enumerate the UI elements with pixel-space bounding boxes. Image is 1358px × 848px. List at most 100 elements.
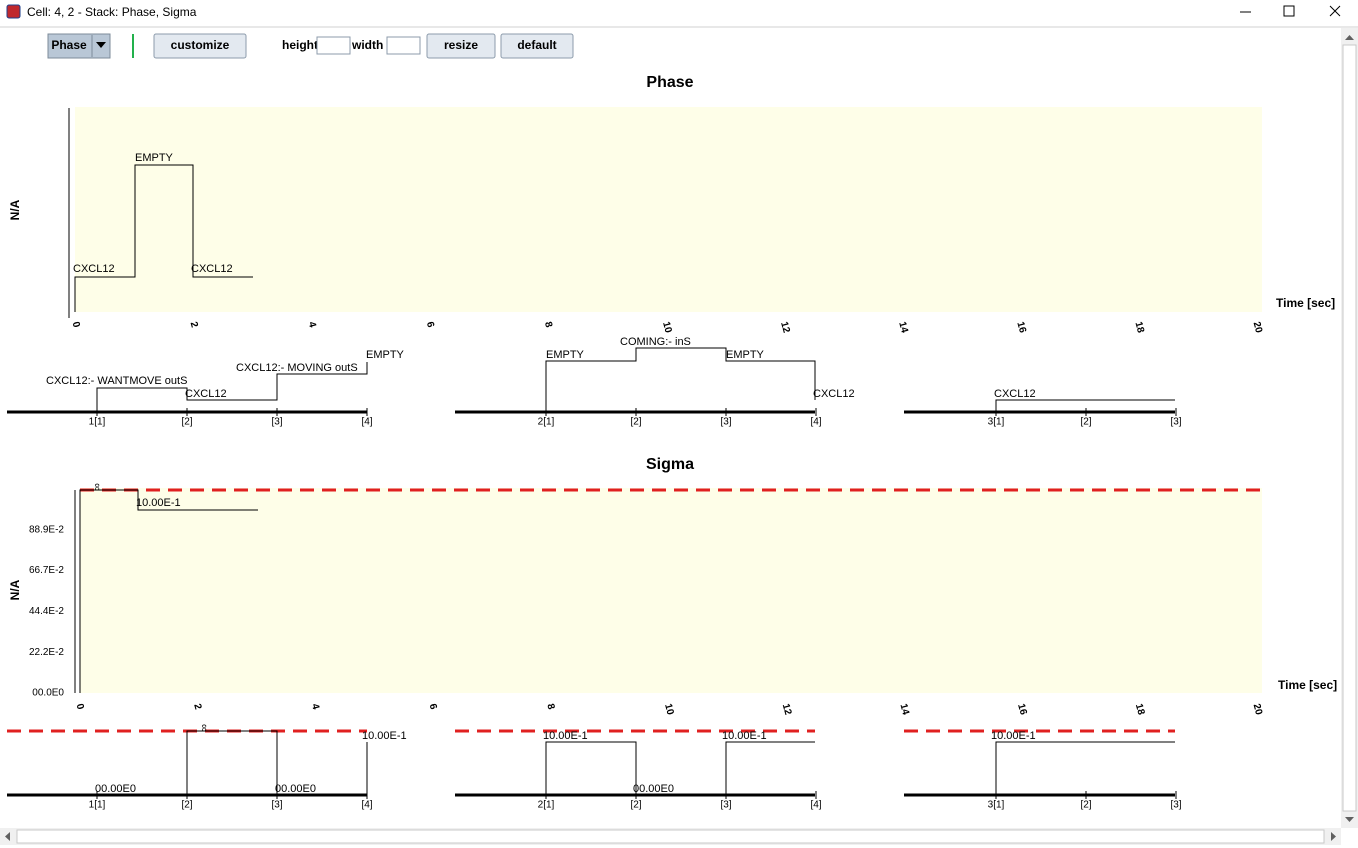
y-tick-label: 00.0E0	[32, 688, 64, 699]
strip-tick-label: [3]	[271, 800, 282, 811]
strip-label: CXCL12	[813, 388, 855, 400]
x-tick-label: 10	[662, 703, 676, 717]
strip-tick-label: 3[1]	[988, 800, 1005, 811]
strip-tick-label: [3]	[1170, 800, 1181, 811]
strip-label: 00.00E0	[275, 783, 316, 795]
plot-title: Phase	[646, 74, 693, 91]
x-tick-label: 16	[1014, 321, 1028, 335]
scroll-left[interactable]	[5, 832, 10, 841]
strip-tick-label: 2[1]	[538, 417, 555, 428]
horizontal-thumb[interactable]	[16, 829, 1325, 844]
x-tick-label: 14	[897, 703, 911, 717]
strip-label: EMPTY	[546, 349, 585, 361]
strip-label: ∞	[198, 724, 210, 732]
x-tick-label: 6	[427, 703, 439, 712]
resize-button-label: resize	[444, 38, 478, 52]
strip-label: 10.00E-1	[722, 730, 767, 742]
customize-button-label: customize	[171, 38, 230, 52]
strip-trace	[995, 399, 1175, 412]
title-bar	[0, 0, 1358, 26]
x-axis-label: Time [sec]	[1276, 296, 1335, 310]
x-tick-label: 10	[660, 321, 674, 335]
plot-title: Sigma	[646, 456, 694, 473]
sigma-trace	[79, 489, 258, 693]
x-tick-label: 20	[1251, 703, 1265, 717]
y-axis-label: N/A	[8, 579, 22, 600]
strip-tick-label: [2]	[181, 800, 192, 811]
strip-trace	[995, 741, 1175, 795]
selector-arrow[interactable]	[96, 42, 106, 48]
strip-label: 00.00E0	[633, 783, 674, 795]
strip-label: CXCL12	[185, 388, 227, 400]
strip-trace	[545, 741, 815, 796]
default-button-label: default	[517, 38, 556, 52]
strip-tick-label: [4]	[361, 417, 372, 428]
scroll-right[interactable]	[1331, 832, 1336, 841]
strip-tick-label: [2]	[181, 417, 192, 428]
x-tick-label: 8	[544, 703, 556, 712]
strip-tick-label: [2]	[1080, 417, 1091, 428]
maximize-button[interactable]	[1283, 5, 1295, 17]
default-button[interactable]	[500, 33, 574, 59]
width-input[interactable]	[386, 36, 421, 55]
scroll-up[interactable]	[1345, 35, 1354, 40]
vertical-thumb[interactable]	[1342, 44, 1357, 812]
x-tick-label: 20	[1251, 321, 1265, 335]
y-tick-label: 44.4E-2	[29, 606, 64, 617]
height-label: height	[282, 38, 318, 52]
strip-label: 10.00E-1	[362, 730, 407, 742]
x-tick-label: 2	[188, 321, 200, 330]
trace-label: CXCL12	[73, 263, 115, 275]
strip-tick-label: [4]	[361, 800, 372, 811]
strip-tick-label: [3]	[271, 417, 282, 428]
strip-trace	[545, 347, 816, 412]
height-input[interactable]	[316, 36, 351, 55]
width-label: width	[351, 38, 383, 52]
strip-tick-label: 1[1]	[89, 417, 106, 428]
strip-trace	[97, 730, 368, 796]
strip-tick-label: [4]	[810, 800, 821, 811]
plot-area	[75, 107, 1262, 312]
y-tick-label: 88.9E-2	[29, 524, 64, 535]
strip-tick-label: [2]	[1080, 800, 1091, 811]
strip-tick-label: [2]	[630, 417, 641, 428]
y-tick-label: 66.7E-2	[29, 565, 64, 576]
customize-button[interactable]	[153, 33, 247, 59]
strip-tick-label: 3[1]	[988, 417, 1005, 428]
x-axis-label: Time [sec]	[1278, 678, 1337, 692]
strip-label: 10.00E-1	[543, 730, 588, 742]
strip-tick-label: [3]	[1170, 417, 1181, 428]
phase-trace	[74, 164, 253, 312]
x-tick-label: 4	[309, 703, 321, 712]
x-tick-label: 0	[70, 321, 82, 330]
scroll-down[interactable]	[1345, 817, 1354, 822]
app-icon	[6, 4, 21, 19]
resize-button[interactable]	[426, 33, 496, 59]
strip-tick-label: [4]	[810, 417, 821, 428]
strip-tick-label: [2]	[630, 800, 641, 811]
x-tick-label: 12	[780, 703, 794, 717]
y-axis-label: N/A	[8, 199, 22, 220]
strip-tick-label: 2[1]	[538, 800, 555, 811]
window-title: Cell: 4, 2 - Stack: Phase, Sigma	[27, 5, 197, 19]
x-tick-label: 16	[1015, 703, 1029, 717]
trace-label: 10.00E-1	[136, 497, 181, 509]
strip-label: 10.00E-1	[991, 730, 1036, 742]
strip-tick-label: [3]	[720, 417, 731, 428]
x-tick-label: 12	[778, 321, 792, 335]
x-tick-label: 8	[542, 321, 554, 330]
close-button[interactable]	[1329, 5, 1341, 17]
strip-label: EMPTY	[726, 349, 765, 361]
selector-value: Phase	[51, 38, 87, 52]
strip-tick-label: [3]	[720, 800, 731, 811]
x-tick-label: 2	[191, 703, 203, 712]
trace-label: ∞	[91, 483, 103, 491]
x-tick-label: 0	[74, 703, 86, 712]
x-tick-label: 18	[1132, 321, 1146, 335]
strip-label: COMING:- inS	[620, 336, 691, 348]
plot-area	[80, 488, 1262, 693]
strip-label: CXCL12	[994, 388, 1036, 400]
strip-label: 00.00E0	[95, 783, 136, 795]
